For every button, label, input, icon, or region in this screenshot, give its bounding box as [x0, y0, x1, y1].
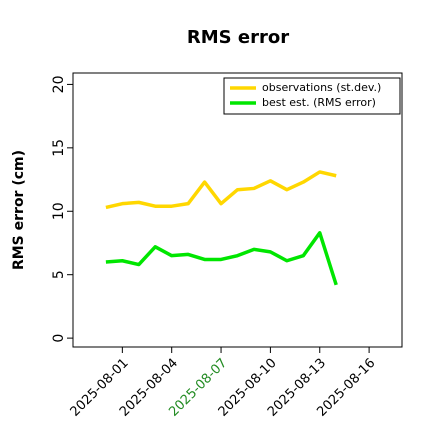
data-line	[105, 231, 338, 286]
plot-frame	[72, 72, 403, 348]
y-tick-label: 10	[51, 202, 67, 220]
y-axis-label: RMS error (cm)	[11, 150, 27, 270]
legend-box	[223, 77, 401, 115]
data-line	[105, 170, 337, 210]
y-tick-label: 20	[51, 76, 67, 94]
chart-title: RMS error	[187, 27, 289, 48]
y-tick-label: 5	[51, 270, 67, 279]
y-tick-label: 15	[51, 139, 67, 157]
legend-label: observations (st.dev.)	[262, 81, 381, 94]
legend-label: best est. (RMS error)	[262, 96, 376, 109]
y-tick-label: 0	[51, 334, 67, 343]
